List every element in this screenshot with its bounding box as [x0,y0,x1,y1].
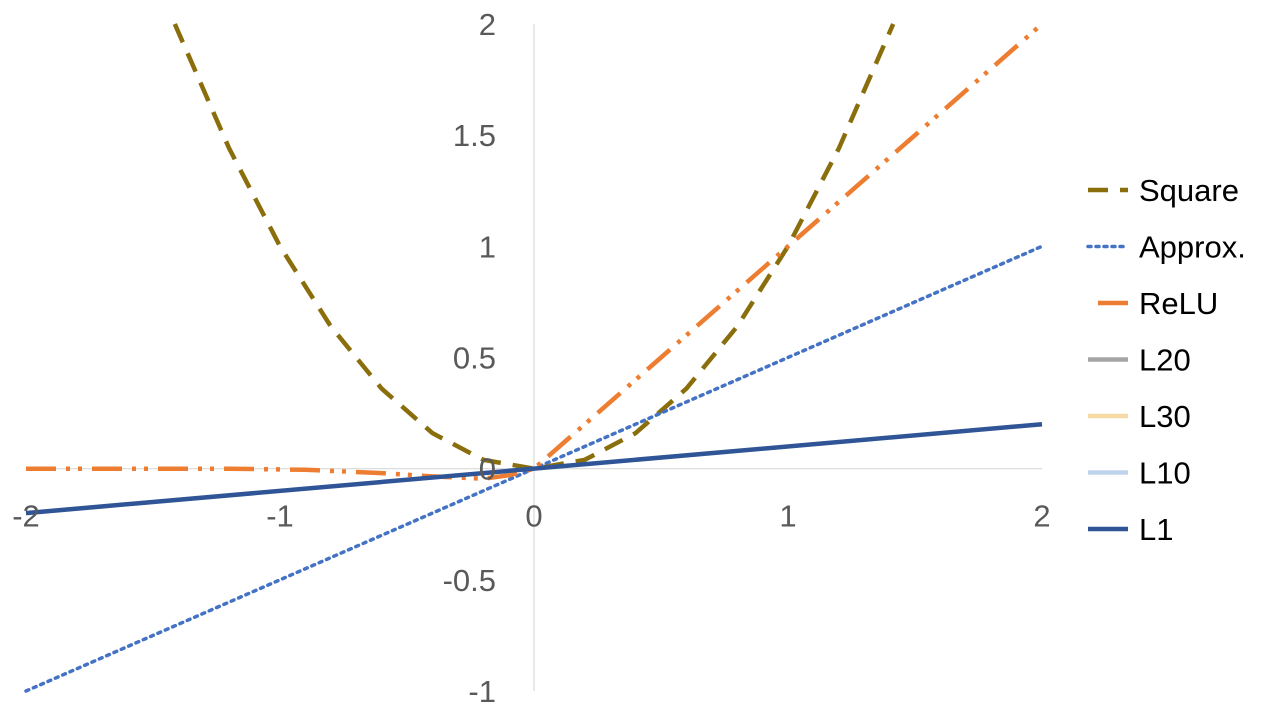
y-tick-label: 1.5 [453,118,496,153]
legend-label: ReLU [1139,286,1218,321]
legend-label: L20 [1139,343,1191,378]
legend-item: Approx. [1086,230,1246,265]
x-tick-label: 0 [525,499,542,534]
x-tick-label: -2 [12,499,40,534]
legend-item: L30 [1088,399,1191,434]
y-tick-label: -0.5 [443,563,496,598]
y-tick-label: 2 [479,7,496,42]
x-tick-label: 2 [1033,499,1050,534]
legend-item: L20 [1088,343,1191,378]
legend-item: L10 [1088,456,1191,491]
series-line-l1 [25,421,1043,516]
legend-label: L1 [1139,512,1173,547]
y-tick-label: 0 [479,452,496,487]
legend-item: Square [1088,173,1239,208]
axes [26,24,1042,691]
legend: Square Approx. ReLU L20 L30 L10 L1 [1086,173,1246,547]
legend-label: Approx. [1139,230,1246,265]
y-tick-label: -1 [468,674,496,709]
y-tick-label: 1 [479,229,496,264]
legend-item: ReLU [1098,286,1218,321]
x-tick-label: 1 [779,499,796,534]
series-layer [24,22,1044,693]
legend-label: Square [1139,173,1239,208]
legend-label: L30 [1139,399,1191,434]
legend-item: L1 [1088,512,1173,547]
tick-labels: -2 -1 0 1 2 -1 -0.5 0 0.5 1 1.5 2 [12,7,1050,709]
series-line-relu [26,22,1044,481]
legend-label: L10 [1139,456,1191,491]
y-tick-label: 0.5 [453,341,496,376]
x-tick-label: -1 [266,499,294,534]
